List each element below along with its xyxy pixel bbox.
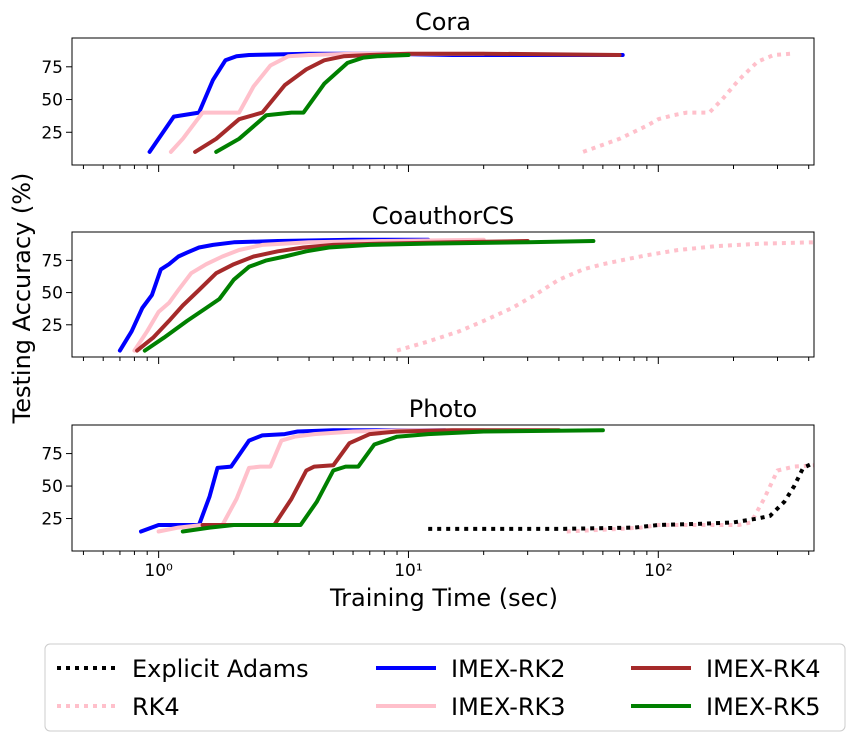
plot-frame — [71, 424, 815, 552]
legend-label: IMEX-RK4 — [706, 655, 821, 683]
legend-item-imex-rk3: IMEX-RK3 — [376, 693, 566, 721]
plot-frame — [71, 231, 815, 358]
series-line-imex-rk4 — [200, 428, 561, 527]
y-tick-label: 25 — [41, 123, 63, 143]
series-line-explicit-adams — [428, 460, 814, 531]
legend-label: IMEX-RK3 — [451, 693, 566, 721]
legend-item-imex-rk2: IMEX-RK2 — [376, 655, 566, 683]
legend-label: Explicit Adams — [132, 655, 309, 683]
series-group — [139, 428, 814, 534]
y-tick-label: 50 — [41, 284, 63, 304]
series-group — [147, 51, 792, 154]
y-tick-label: 75 — [41, 445, 63, 465]
series-line-rk4 — [582, 51, 792, 154]
series-line-imex-rk2 — [117, 237, 431, 353]
x-tick-label: 10² — [644, 561, 672, 581]
legend-label: RK4 — [132, 693, 180, 721]
y-tick-label: 50 — [41, 91, 63, 111]
legend-item-imex-rk5: IMEX-RK5 — [631, 693, 821, 721]
y-tick-label: 75 — [41, 251, 63, 271]
legend: Explicit Adams RK4 IMEX-RK2 IMEX-RK3 IMEX-RK… — [44, 643, 846, 732]
y-tick-label: 25 — [41, 316, 63, 336]
series-line-imex-rk5 — [180, 428, 605, 534]
panel-cora: Cora 25 50 75 — [41, 8, 815, 172]
series-line-rk4 — [566, 463, 814, 534]
panels: Cora 25 50 75 CoauthorCS 25 50 75 Photo 25 50 75 10⁰… — [41, 8, 815, 581]
y-axis-label: Testing Accuracy (%) — [8, 173, 36, 425]
legend-label: IMEX-RK2 — [451, 655, 566, 683]
series-group — [117, 237, 814, 353]
series-line-imex-rk4 — [193, 51, 622, 154]
series-line-imex-rk4 — [135, 239, 530, 353]
y-tick-label: 50 — [41, 477, 63, 497]
panel-title: Photo — [409, 395, 477, 423]
legend-item-rk4: RK4 — [57, 693, 180, 721]
series-line-rk4 — [396, 240, 814, 353]
series-line-imex-rk3 — [156, 428, 486, 534]
x-axis-label: Training Time (sec) — [329, 584, 558, 612]
legend-frame — [44, 643, 846, 732]
x-tick-label: 10⁰ — [144, 561, 173, 581]
x-tick-label: 10¹ — [394, 561, 422, 581]
legend-label: IMEX-RK5 — [706, 693, 821, 721]
series-line-imex-rk5 — [142, 239, 596, 353]
legend-item-imex-rk4: IMEX-RK4 — [631, 655, 821, 683]
y-tick-label: 25 — [41, 510, 63, 530]
series-line-imex-rk5 — [214, 53, 411, 154]
series-line-imex-rk3 — [132, 237, 486, 353]
panel-photo: Photo 25 50 75 10⁰ 10¹ 10² — [41, 395, 815, 581]
panel-title: Cora — [415, 8, 471, 36]
y-tick-label: 75 — [41, 58, 63, 78]
panel-coauthorcs: CoauthorCS 25 50 75 — [41, 202, 815, 364]
panel-title: CoauthorCS — [372, 202, 515, 230]
series-line-imex-rk2 — [139, 428, 447, 534]
plot-frame — [71, 37, 815, 166]
legend-item-explicit-adams: Explicit Adams — [57, 655, 309, 683]
